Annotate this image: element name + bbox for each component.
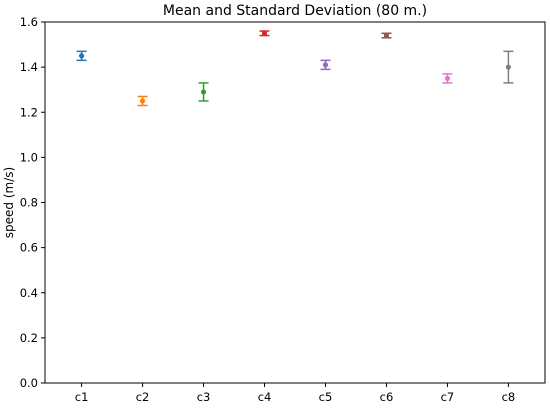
y-tick-label: 0.4 xyxy=(20,286,38,300)
x-tick-label: c7 xyxy=(441,390,455,404)
error-bar-c5 xyxy=(320,59,331,71)
error-bar-c1 xyxy=(76,50,87,62)
x-tick-label: c3 xyxy=(197,390,211,404)
error-bar-c4 xyxy=(259,30,270,37)
y-tick-label: 0.8 xyxy=(20,196,38,210)
x-tick-label: c6 xyxy=(380,390,394,404)
error-bar-c6 xyxy=(381,32,392,39)
mean-point xyxy=(505,64,512,70)
mean-point xyxy=(383,32,390,39)
y-tick-label: 1.2 xyxy=(20,105,38,119)
y-tick-label: 0.2 xyxy=(20,331,38,345)
mean-point xyxy=(200,89,207,95)
x-tick-label: c1 xyxy=(75,390,89,404)
y-tick-label: 1.4 xyxy=(20,60,38,74)
mean-point xyxy=(78,53,85,59)
error-bar-c7 xyxy=(442,73,453,84)
y-tick-label: 1.0 xyxy=(20,150,38,164)
x-tick-label: c2 xyxy=(136,390,150,404)
error-bar-series xyxy=(76,30,514,107)
y-tick-label: 1.6 xyxy=(20,15,38,29)
y-tick-label: 0.0 xyxy=(20,376,38,390)
x-tick-label: c5 xyxy=(319,390,333,404)
y-tick-label: 0.6 xyxy=(20,241,38,255)
error-bar-c3 xyxy=(198,82,209,102)
y-axis-label: speed (m/s) xyxy=(2,167,16,238)
chart-title: Mean and Standard Deviation (80 m.) xyxy=(163,3,427,19)
x-tick-label: c4 xyxy=(258,390,272,404)
mean-point xyxy=(444,75,451,82)
x-axis: c1 c2 c3 c4 c5 c6 c7 c8 xyxy=(75,383,515,404)
mean-point xyxy=(322,62,329,68)
x-tick-label: c8 xyxy=(502,390,516,404)
plot-frame xyxy=(44,21,546,384)
y-axis: 0.0 0.2 0.4 0.6 0.8 1.0 1.2 1.4 1.6 xyxy=(20,15,45,390)
mean-point xyxy=(139,98,146,104)
error-bar-c8 xyxy=(503,50,514,84)
error-bar-c2 xyxy=(137,95,148,107)
mean-point xyxy=(261,30,268,36)
